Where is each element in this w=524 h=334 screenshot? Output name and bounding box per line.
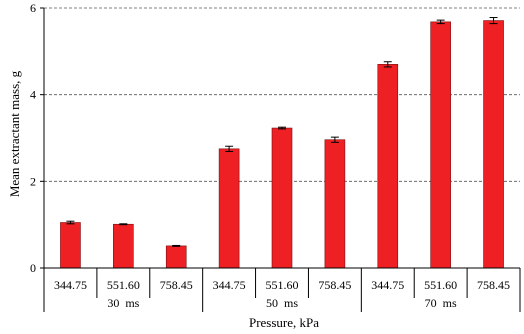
bar — [430, 21, 451, 269]
group-label: 70 ms — [425, 296, 457, 310]
bar — [324, 139, 346, 269]
x-tick-label: 758.45 — [318, 278, 351, 292]
x-tick-label: 758.45 — [477, 278, 510, 292]
bar — [218, 148, 240, 269]
bar — [271, 127, 293, 269]
x-axis-label: Pressure, kPa — [249, 315, 319, 330]
y-tick-label: 6 — [30, 1, 36, 15]
x-tick-label: 344.75 — [371, 278, 404, 292]
x-tick-label: 758.45 — [160, 278, 193, 292]
y-tick-label: 4 — [30, 88, 36, 102]
bar — [483, 20, 504, 269]
category-table: 344.75 551.60 758.45 30 ms 344.75 551.60 758.4… — [43, 268, 521, 312]
x-tick-label: 551.60 — [266, 278, 299, 292]
y-tick-label: 2 — [30, 174, 36, 188]
x-tick-label: 344.75 — [54, 278, 87, 292]
bars — [60, 17, 504, 269]
group-label: 30 ms — [107, 296, 139, 310]
bar — [377, 64, 399, 269]
y-ticks: 0 2 4 6 — [30, 1, 44, 275]
axes — [43, 8, 520, 269]
bar — [165, 245, 187, 269]
group-label: 50 ms — [266, 296, 298, 310]
y-axis-label: Mean extractant mass, g — [7, 70, 22, 197]
y-tick-label: 0 — [30, 261, 36, 275]
x-tick-label: 551.60 — [107, 278, 140, 292]
bar — [113, 223, 134, 269]
bar — [60, 222, 81, 269]
x-tick-label: 344.75 — [213, 278, 246, 292]
x-tick-label: 551.60 — [424, 278, 457, 292]
